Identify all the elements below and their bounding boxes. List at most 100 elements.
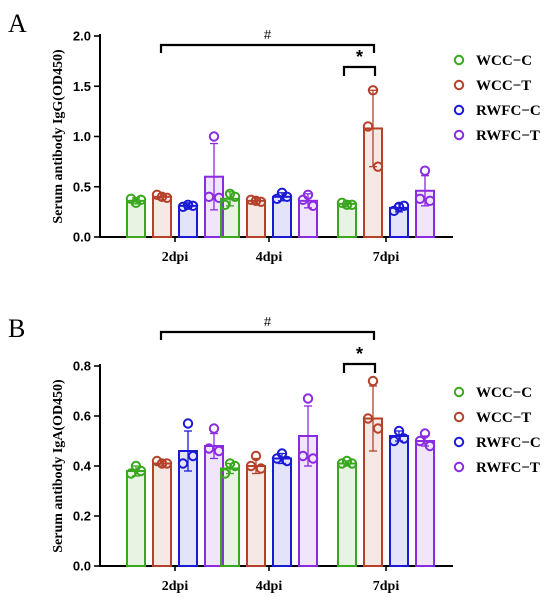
data-point [372, 161, 384, 172]
data-point [182, 418, 194, 429]
data-point [307, 453, 319, 464]
data-point [372, 423, 384, 434]
data-point [297, 194, 309, 206]
data-point [419, 165, 431, 176]
data-point [271, 453, 283, 464]
data-point [213, 192, 225, 204]
legend-marker [453, 386, 465, 398]
bar [272, 457, 292, 567]
data-point [156, 191, 168, 203]
data-point [398, 433, 410, 444]
bar [126, 470, 146, 567]
data-point [177, 458, 189, 469]
data-point [388, 435, 400, 447]
data-point [135, 194, 147, 206]
data-point [224, 458, 236, 469]
data-point [414, 435, 426, 447]
data-point [297, 450, 309, 462]
legend-label: WCC−C [476, 53, 532, 69]
data-point [125, 468, 137, 479]
data-point [125, 193, 137, 205]
y-tick-label: 0.6 [73, 409, 91, 424]
legend-label: RWFC−T [476, 460, 540, 476]
legend-marker [453, 54, 465, 66]
legend-marker [453, 436, 465, 448]
data-point [135, 465, 147, 477]
star-annotation: * [356, 47, 363, 67]
data-point [219, 468, 231, 479]
data-point [398, 200, 410, 212]
data-point [281, 191, 293, 203]
data-point [203, 191, 215, 203]
data-point [151, 455, 163, 467]
data-point [362, 413, 374, 424]
data-point [250, 450, 262, 462]
legend-label: WCC−T [476, 78, 531, 94]
legend-marker [453, 129, 465, 141]
hash-annotation: # [264, 314, 272, 329]
legend-marker [453, 411, 465, 423]
bar [389, 435, 409, 567]
legend-label: RWFC−T [476, 128, 540, 144]
x-tick-label: 2dpi [162, 579, 189, 594]
data-point [161, 192, 173, 204]
bar [415, 440, 435, 567]
y-tick-label: 1.0 [73, 129, 91, 144]
data-point [336, 458, 348, 469]
data-point [307, 200, 319, 212]
x-tick-label: 7dpi [373, 250, 400, 265]
legend-marker [453, 461, 465, 473]
data-point [424, 195, 436, 207]
x-tick-label: 7dpi [373, 579, 400, 594]
data-point [245, 194, 257, 206]
data-point [245, 460, 257, 472]
data-point [393, 425, 405, 437]
data-point [182, 199, 194, 211]
bar [152, 462, 172, 567]
data-point [187, 450, 199, 462]
data-point [281, 455, 293, 467]
x-tick-label: 4dpi [256, 250, 283, 265]
y-tick-label: 0.0 [73, 230, 91, 245]
data-point [424, 440, 436, 452]
data-point [336, 197, 348, 209]
hash-bracket [159, 43, 376, 53]
data-point [229, 191, 241, 203]
x-tick-label: 4dpi [256, 579, 283, 594]
y-axis-label: Serum antibody IgG(OD450) [51, 49, 66, 224]
legend-label: WCC−T [476, 410, 531, 426]
bar [220, 467, 240, 567]
y-tick-label: 0.2 [73, 509, 91, 524]
data-point [346, 199, 358, 211]
y-tick-label: 0.4 [73, 459, 92, 474]
legend-label: RWFC−C [476, 103, 541, 119]
y-axis-label: Serum antibody IgA(OD450) [51, 379, 66, 553]
hash-bracket [159, 330, 376, 340]
data-point [208, 131, 220, 142]
data-point [255, 463, 267, 474]
data-point [187, 200, 199, 212]
data-point [203, 443, 215, 454]
chart-panel-b: B 0.0 0.2 0.4 0.6 0.8 Serum antibody IgA(OD450… [8, 314, 541, 594]
bar [337, 462, 357, 567]
data-point [151, 189, 163, 200]
y-tick-label: 0.8 [73, 359, 91, 374]
data-point [156, 458, 168, 469]
star-annotation: * [356, 344, 363, 364]
hash-annotation: # [264, 27, 272, 42]
y-tick-label: 2.0 [73, 29, 91, 44]
y-tick-label: 0.0 [73, 559, 91, 574]
data-point [250, 195, 262, 207]
legend-label: RWFC−C [476, 435, 541, 451]
chart-panel-a: A 0.0 0.5 1.0 1.5 2.0 Serum antibody IgG(OD450… [8, 9, 541, 265]
x-tick-label: 2dpi [162, 250, 189, 265]
data-point [208, 423, 220, 434]
data-point [367, 375, 379, 387]
data-point [414, 193, 426, 205]
data-point [271, 193, 283, 205]
data-point [367, 85, 379, 96]
panel-letter: A [8, 9, 27, 38]
legend-marker [453, 79, 465, 91]
data-point [229, 460, 241, 472]
